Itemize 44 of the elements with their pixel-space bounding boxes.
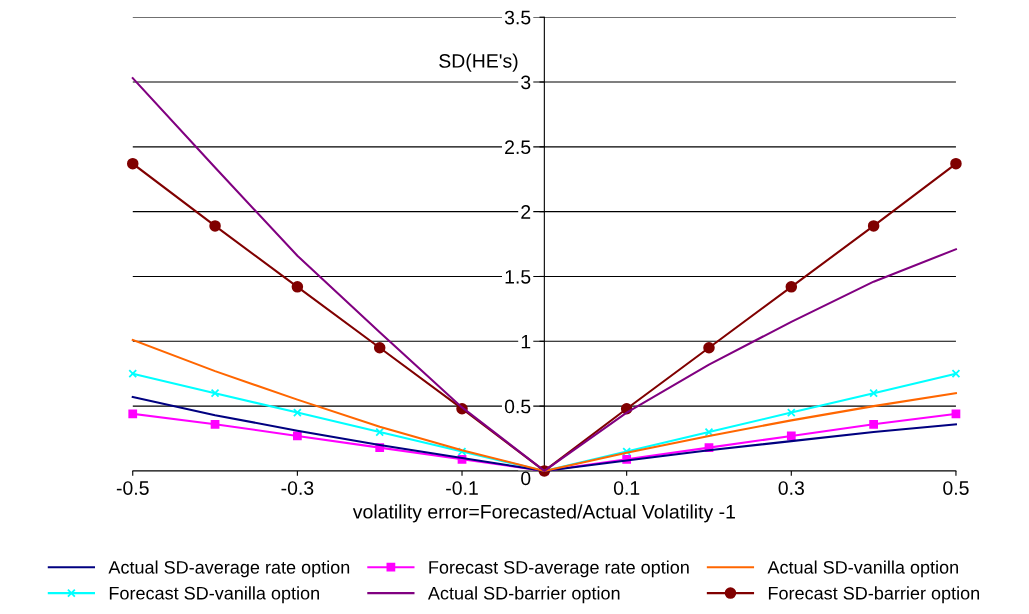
x-axis-title: volatility error=Forecasted/Actual Volatility -1 — [352, 504, 735, 523]
point — [209, 220, 221, 232]
point — [703, 342, 715, 354]
point — [950, 157, 962, 170]
point — [869, 419, 878, 429]
x-tick-label: -0.1 — [446, 481, 478, 495]
point — [373, 342, 386, 354]
point — [704, 427, 714, 437]
point — [951, 369, 961, 379]
point — [293, 408, 302, 417]
y-tick-label: 0 — [521, 471, 531, 486]
y-tick-label: 3 — [521, 75, 531, 90]
legend-label: Forecast SD-vanilla option — [109, 586, 319, 604]
point — [785, 281, 798, 293]
point — [867, 220, 880, 232]
point — [126, 157, 139, 170]
point — [210, 388, 220, 398]
y-tick-label: 1 — [521, 334, 531, 349]
point — [786, 431, 796, 441]
y-tick-label: 1.5 — [505, 270, 531, 284]
y-axis-title: SD(HE's) — [439, 53, 518, 72]
legend-label: Actual SD-average rate option — [108, 560, 350, 578]
point — [375, 427, 385, 437]
y-tick-label: 3.5 — [504, 10, 531, 25]
point — [128, 369, 138, 379]
x-tick-label: 0.5 — [943, 481, 969, 495]
legend-label: Forecast SD-average rate option — [429, 560, 689, 578]
x-tick-label: -0.5 — [116, 481, 149, 495]
legend-label: Forecast SD-barrier option — [768, 586, 980, 604]
legend-label: Actual SD-barrier option — [427, 586, 620, 604]
point — [128, 409, 138, 419]
y-tick-label: 0.5 — [504, 399, 531, 414]
x-tick-label: 0.3 — [778, 481, 804, 495]
point — [291, 281, 304, 293]
point — [869, 388, 878, 398]
y-tick-label: 2.5 — [505, 140, 531, 155]
point — [293, 431, 302, 441]
x-tick-label: 0.1 — [613, 481, 640, 495]
point — [622, 447, 632, 456]
y-tick-label: 2 — [521, 205, 531, 219]
legend-label: Actual SD-vanilla option — [767, 560, 958, 578]
x-tick-label: -0.3 — [281, 481, 314, 495]
point — [210, 419, 220, 429]
point — [786, 408, 796, 417]
